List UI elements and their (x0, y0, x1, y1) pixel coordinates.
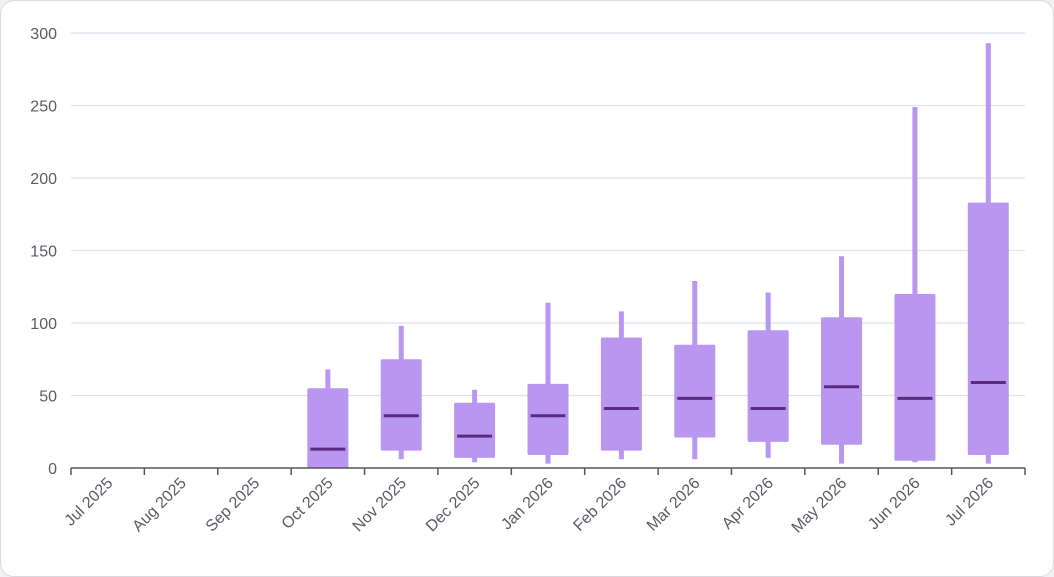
box-group (600, 311, 642, 460)
y-tick-label: 0 (48, 461, 57, 478)
box-group (894, 106, 936, 463)
x-tick-label: Jul 2025 (62, 475, 117, 530)
box (454, 402, 496, 458)
y-tick-label: 100 (30, 316, 57, 333)
tick-labels: 0 50 100 150 200 250 300 Jul 2025 Aug 2025 Sep 20… (30, 26, 997, 537)
x-tick-label: Dec 2025 (423, 475, 484, 536)
box (527, 383, 569, 455)
axes (70, 467, 1026, 475)
x-tick-label: Aug 2025 (129, 475, 190, 536)
box-group (747, 292, 789, 458)
x-tick-label: Jul 2026 (942, 475, 997, 530)
box (747, 330, 789, 442)
box (307, 388, 349, 468)
x-tick-label: Mar 2026 (644, 475, 704, 535)
box-group (454, 389, 496, 463)
box-group (380, 325, 422, 460)
y-tick-label: 50 (39, 389, 57, 406)
box (380, 359, 422, 451)
box (821, 317, 863, 445)
box-group (967, 43, 1009, 464)
box-group (307, 369, 349, 468)
x-tick-label: Apr 2026 (719, 475, 777, 533)
x-tick-label: Jun 2026 (865, 475, 924, 534)
box-group (527, 302, 569, 464)
y-tick-label: 250 (30, 99, 57, 116)
y-tick-label: 300 (30, 26, 57, 43)
box (894, 294, 936, 461)
box-group (821, 256, 863, 464)
box-group (674, 280, 716, 460)
x-tick-label: May 2026 (789, 475, 851, 537)
x-tick-label: Jan 2026 (498, 475, 557, 534)
x-tick-label: Nov 2025 (350, 475, 411, 536)
box-series (307, 43, 1009, 468)
box (967, 202, 1009, 455)
grid-lines (71, 32, 1025, 397)
box (674, 344, 716, 438)
y-tick-label: 150 (30, 244, 57, 261)
x-tick-label: Oct 2025 (279, 475, 337, 533)
x-tick-label: Sep 2025 (203, 475, 264, 536)
x-tick-label: Feb 2026 (570, 475, 630, 535)
y-tick-label: 200 (30, 171, 57, 188)
box (600, 337, 642, 451)
